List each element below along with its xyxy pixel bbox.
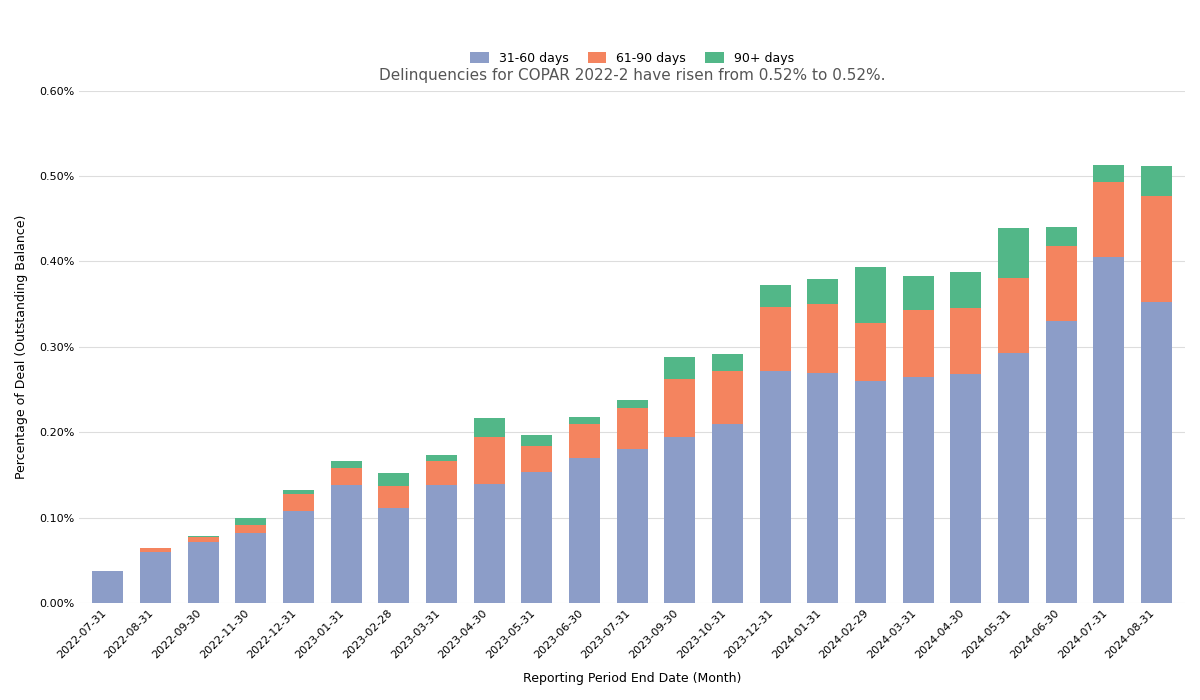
Bar <box>902 276 934 310</box>
Bar <box>426 485 457 603</box>
Bar <box>283 489 314 493</box>
Bar <box>854 323 886 381</box>
Bar <box>1093 182 1124 257</box>
Bar <box>187 542 218 603</box>
Bar <box>1045 228 1076 246</box>
Bar <box>331 468 361 485</box>
Bar <box>998 353 1028 603</box>
Bar <box>998 228 1028 278</box>
Bar <box>378 508 409 603</box>
Bar <box>902 310 934 377</box>
Bar <box>569 417 600 424</box>
Bar <box>617 449 648 603</box>
Bar <box>187 536 218 538</box>
Bar <box>808 279 839 304</box>
Bar <box>92 570 124 603</box>
Bar <box>950 272 982 307</box>
Bar <box>474 484 505 603</box>
Title: Delinquencies for COPAR 2022-2 have risen from 0.52% to 0.52%.: Delinquencies for COPAR 2022-2 have rise… <box>379 67 886 83</box>
Bar <box>474 418 505 437</box>
Bar <box>187 538 218 542</box>
Bar <box>617 408 648 449</box>
Bar <box>140 547 172 552</box>
Bar <box>1045 246 1076 321</box>
Bar <box>569 424 600 458</box>
Bar <box>808 372 839 603</box>
Bar <box>712 424 743 603</box>
X-axis label: Reporting Period End Date (Month): Reporting Period End Date (Month) <box>523 672 742 685</box>
Bar <box>950 374 982 603</box>
Bar <box>283 511 314 603</box>
Bar <box>1093 257 1124 603</box>
Bar <box>140 552 172 603</box>
Bar <box>617 400 648 408</box>
Bar <box>378 486 409 508</box>
Bar <box>665 437 695 603</box>
Bar <box>665 379 695 437</box>
Bar <box>712 354 743 371</box>
Bar <box>1093 165 1124 182</box>
Y-axis label: Percentage of Deal (Outstanding Balance): Percentage of Deal (Outstanding Balance) <box>16 215 28 479</box>
Bar <box>1141 166 1172 196</box>
Bar <box>950 307 982 374</box>
Bar <box>283 494 314 511</box>
Bar <box>854 381 886 603</box>
Bar <box>760 307 791 371</box>
Bar <box>1045 321 1076 603</box>
Bar <box>521 435 552 446</box>
Bar <box>760 286 791 307</box>
Bar <box>521 472 552 603</box>
Legend: 31-60 days, 61-90 days, 90+ days: 31-60 days, 61-90 days, 90+ days <box>464 46 800 71</box>
Bar <box>331 461 361 468</box>
Bar <box>760 371 791 603</box>
Bar <box>378 473 409 486</box>
Bar <box>854 267 886 323</box>
Bar <box>331 485 361 603</box>
Bar <box>1141 302 1172 603</box>
Bar <box>426 454 457 461</box>
Bar <box>998 278 1028 353</box>
Bar <box>235 524 266 533</box>
Bar <box>569 458 600 603</box>
Bar <box>665 357 695 379</box>
Bar <box>1141 196 1172 302</box>
Bar <box>902 377 934 603</box>
Bar <box>235 533 266 603</box>
Bar <box>808 304 839 372</box>
Bar <box>474 437 505 484</box>
Bar <box>521 446 552 472</box>
Bar <box>235 518 266 524</box>
Bar <box>712 371 743 424</box>
Bar <box>426 461 457 485</box>
